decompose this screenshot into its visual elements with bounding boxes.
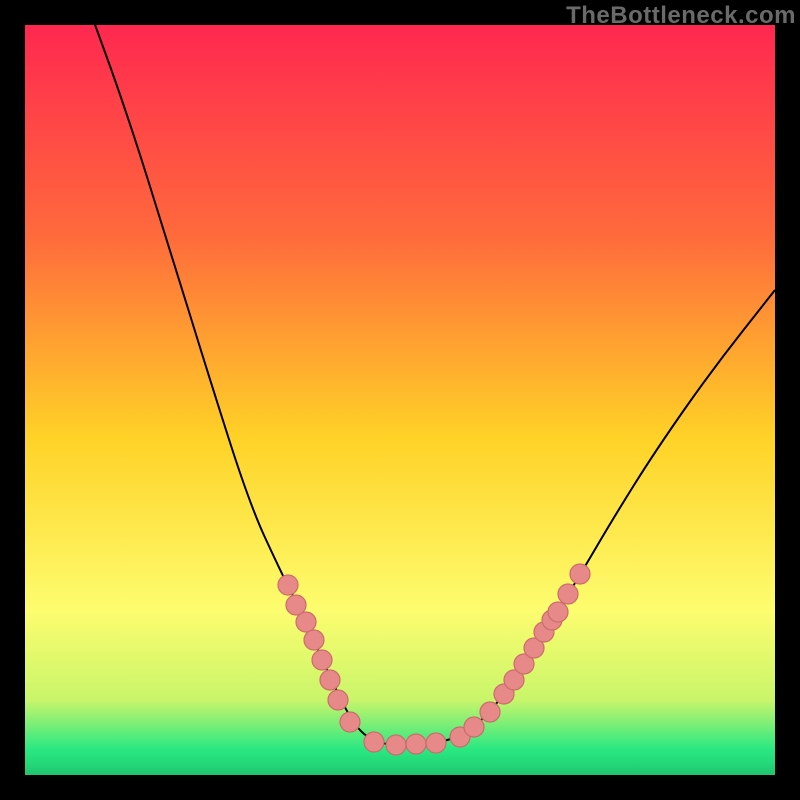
data-marker [278, 575, 298, 595]
data-marker [480, 702, 500, 722]
chart-background [25, 25, 775, 775]
data-marker [386, 735, 406, 755]
data-marker [296, 612, 316, 632]
data-marker [340, 712, 360, 732]
data-marker [426, 733, 446, 753]
data-marker [548, 602, 568, 622]
data-marker [570, 564, 590, 584]
data-marker [304, 630, 324, 650]
data-marker [406, 734, 426, 754]
bottleneck-chart [0, 0, 800, 800]
data-marker [558, 584, 578, 604]
data-marker [312, 650, 332, 670]
watermark-text: TheBottleneck.com [566, 0, 800, 30]
data-marker [364, 732, 384, 752]
data-marker [328, 690, 348, 710]
data-marker [320, 670, 340, 690]
data-marker [464, 717, 484, 737]
